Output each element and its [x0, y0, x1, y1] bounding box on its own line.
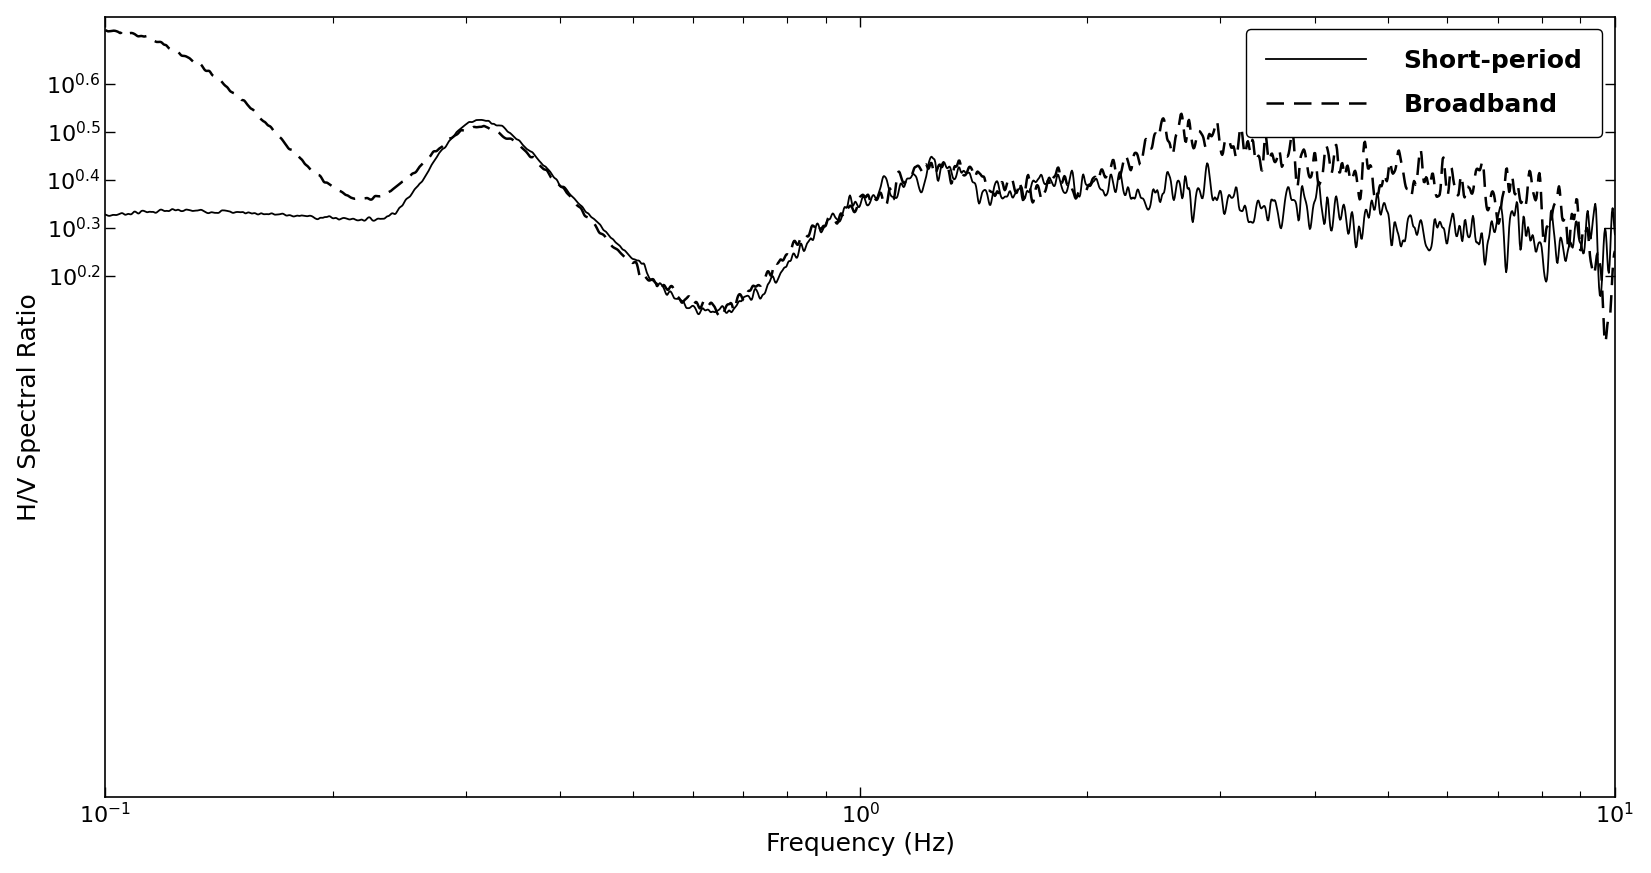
Broadband [830, 210, 850, 220]
Short-period [471, 114, 490, 125]
Short-period [791, 238, 811, 249]
Line: Short-period: Short-period [106, 120, 1615, 314]
Short-period [1605, 229, 1625, 239]
Broadband [1605, 245, 1625, 256]
Broadband [114, 24, 134, 35]
Short-period [1286, 196, 1306, 207]
Short-period [96, 210, 116, 220]
Short-period [173, 206, 193, 217]
Short-period [830, 214, 850, 224]
Short-period [1562, 241, 1582, 251]
Short-period [688, 309, 708, 320]
Broadband [1595, 337, 1615, 347]
Broadband [791, 234, 811, 244]
Broadband [1562, 214, 1582, 224]
X-axis label: Frequency (Hz): Frequency (Hz) [766, 832, 954, 856]
Line: Broadband: Broadband [106, 30, 1615, 342]
Short-period [1563, 243, 1583, 253]
Legend: Short-period, Broadband: Short-period, Broadband [1247, 29, 1603, 137]
Y-axis label: H/V Spectral Ratio: H/V Spectral Ratio [17, 292, 41, 520]
Broadband [96, 25, 116, 36]
Broadband [1284, 152, 1304, 162]
Broadband [1562, 209, 1582, 219]
Broadband [173, 51, 193, 61]
